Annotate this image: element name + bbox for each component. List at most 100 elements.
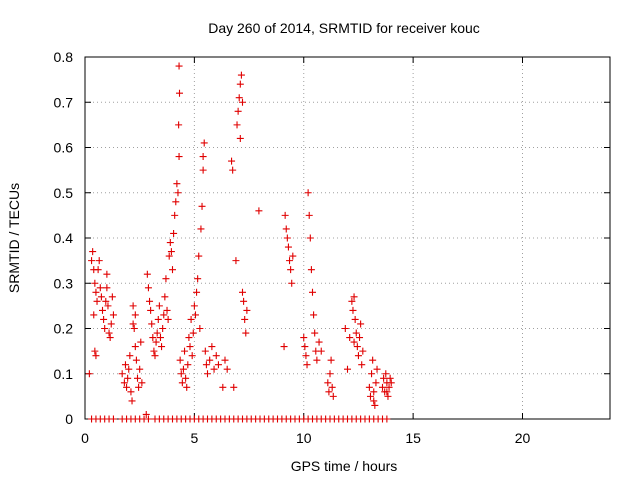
data-point: [199, 166, 207, 174]
data-point: [185, 334, 193, 342]
data-point: [280, 343, 288, 351]
data-point: [189, 329, 197, 337]
data-point: [309, 288, 316, 296]
data-point: [129, 320, 137, 328]
y-tick-label: 0.5: [54, 185, 74, 201]
data-point: [147, 306, 155, 314]
data-point: [85, 370, 93, 378]
data-point: [91, 279, 99, 287]
data-point: [202, 361, 210, 369]
data-point: [197, 225, 205, 233]
data-point: [169, 266, 176, 274]
data-point: [304, 189, 312, 197]
data-point: [175, 121, 183, 129]
data-point: [221, 356, 229, 364]
data-point: [160, 311, 168, 319]
data-point: [88, 257, 96, 265]
data-point: [383, 415, 391, 423]
data-point: [195, 252, 203, 260]
data-point: [348, 297, 356, 305]
data-point: [100, 315, 108, 323]
data-point: [386, 374, 394, 382]
data-point: [103, 284, 111, 292]
data-point: [199, 153, 207, 161]
data-point: [191, 311, 199, 319]
data-point: [171, 211, 179, 219]
data-point: [183, 383, 191, 391]
y-tick-label: 0.4: [54, 230, 74, 246]
data-point: [118, 370, 126, 378]
data-point: [123, 383, 131, 391]
data-point: [373, 365, 381, 373]
data-point: [150, 347, 158, 355]
data-point: [156, 334, 164, 342]
data-point: [129, 302, 137, 310]
data-point: [302, 352, 310, 360]
data-point: [196, 325, 204, 332]
y-tick-label: 0: [65, 411, 73, 427]
data-point: [194, 275, 202, 283]
data-point: [219, 383, 227, 391]
data-point: [94, 266, 102, 274]
data-point: [172, 198, 180, 206]
y-tick-label: 0.2: [54, 321, 74, 337]
data-point: [356, 334, 364, 342]
data-point: [127, 388, 135, 396]
y-tick-label: 0.3: [54, 275, 74, 291]
data-point: [89, 248, 97, 256]
data-point: [242, 329, 250, 337]
data-point: [161, 293, 169, 301]
data-point: [328, 383, 336, 391]
data-point: [135, 383, 143, 391]
data-point: [102, 297, 110, 305]
data-point: [143, 270, 151, 278]
data-point: [158, 343, 166, 351]
data-point: [371, 401, 379, 409]
x-tick-label: 0: [81, 430, 89, 446]
data-point: [223, 365, 231, 373]
x-tick-label: 15: [405, 430, 421, 446]
y-tick-label: 0.1: [54, 366, 74, 382]
data-point: [317, 347, 325, 355]
data-point: [187, 315, 195, 323]
y-axis-label: SRMTID / TECUs: [6, 183, 22, 293]
data-point: [159, 325, 167, 332]
data-point: [144, 415, 152, 423]
data-point: [179, 365, 187, 373]
data-point: [284, 243, 292, 251]
data-point: [148, 320, 156, 328]
data-point: [385, 383, 393, 391]
data-point: [96, 284, 104, 292]
data-point: [121, 361, 129, 369]
data-point: [165, 252, 173, 260]
data-point: [354, 352, 362, 360]
data-point: [144, 284, 152, 292]
data-point: [327, 356, 335, 364]
data-point: [163, 306, 171, 314]
data-point: [99, 306, 106, 314]
data-point: [109, 415, 117, 423]
data-point: [305, 211, 313, 219]
data-point: [92, 352, 100, 360]
data-point: [230, 383, 238, 391]
data-point: [132, 356, 140, 364]
data-point: [383, 388, 391, 396]
data-point: [359, 347, 367, 355]
data-point: [365, 383, 373, 391]
data-point: [173, 180, 181, 188]
data-point: [353, 343, 361, 351]
data-point: [136, 365, 144, 373]
data-point: [174, 189, 182, 197]
data-point: [234, 107, 242, 115]
data-point: [177, 370, 185, 378]
data-point: [369, 356, 377, 364]
data-point: [358, 361, 366, 369]
data-point: [208, 343, 216, 351]
data-points: [85, 62, 395, 423]
data-point: [106, 334, 114, 342]
data-point: [155, 302, 163, 310]
data-point: [182, 374, 190, 382]
data-point: [357, 320, 365, 328]
data-point: [382, 370, 390, 378]
data-point: [232, 257, 240, 265]
